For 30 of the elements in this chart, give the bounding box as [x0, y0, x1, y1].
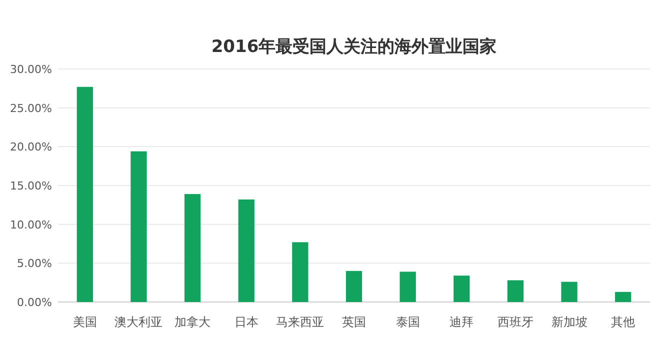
x-tick-label: 其他 — [611, 315, 636, 329]
y-tick-label: 20.00% — [10, 140, 52, 154]
bar — [561, 282, 578, 302]
y-tick-label: 0.00% — [17, 296, 52, 309]
y-tick-label: 15.00% — [10, 180, 52, 192]
y-tick-label: 10.00% — [10, 218, 52, 232]
x-tick-label: 新加坡 — [551, 315, 588, 329]
x-tick-label: 英国 — [342, 315, 366, 329]
bar — [346, 270, 362, 302]
bar — [130, 151, 147, 302]
x-tick-label: 迪拜 — [450, 315, 474, 329]
y-tick-label: 30.00% — [10, 63, 52, 76]
bar — [454, 276, 470, 302]
chart-title: 2016年最受国人关注的海外置业国家 — [211, 37, 497, 57]
y-tick-label: 25.00% — [10, 102, 52, 115]
x-tick-label: 澳大利亚 — [114, 315, 163, 329]
y-tick-label: 5.00% — [17, 257, 52, 270]
bar — [400, 272, 416, 302]
x-tick-label: 加拿大 — [174, 315, 211, 329]
x-tick-label: 西班牙 — [497, 315, 534, 329]
bar — [238, 199, 254, 302]
bar — [76, 86, 93, 302]
x-tick-label: 美国 — [72, 315, 97, 329]
bar — [292, 242, 308, 302]
bar — [615, 292, 632, 302]
x-tick-label: 日本 — [234, 315, 258, 329]
bar — [507, 280, 524, 302]
bar — [184, 194, 201, 302]
x-tick-label: 马来西亚 — [276, 315, 324, 329]
x-tick-label: 泰国 — [396, 315, 420, 329]
